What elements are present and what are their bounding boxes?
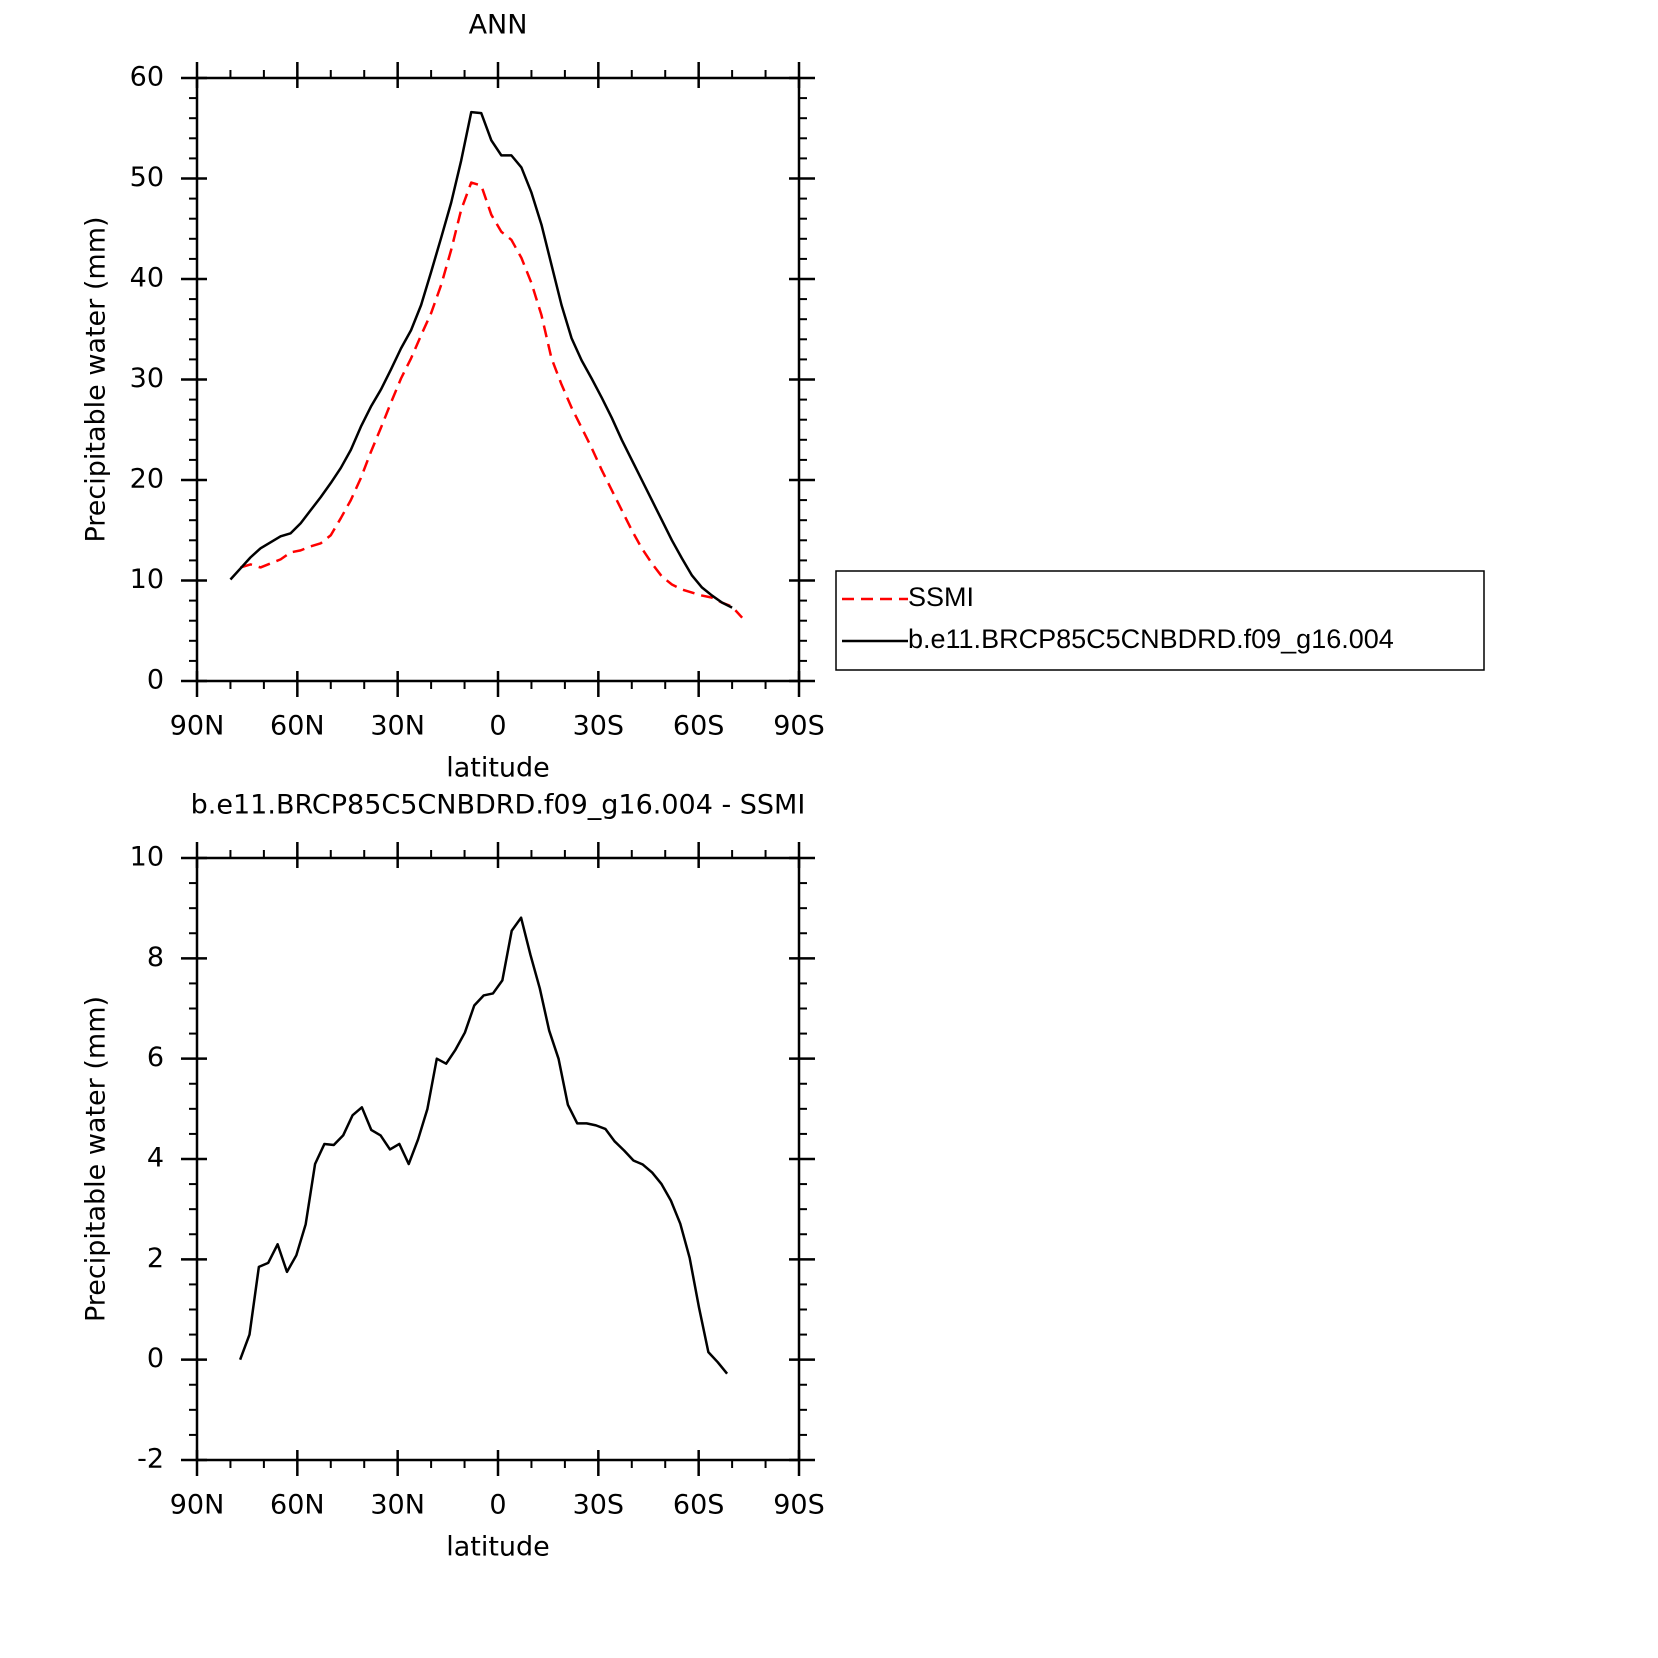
chart-title: b.e11.BRCP85C5CNBDRD.f09_g16.004 - SSMI xyxy=(191,790,806,821)
x-tick-label: 60N xyxy=(270,711,325,742)
legend-label: SSMI xyxy=(908,582,974,612)
x-tick-label: 30N xyxy=(370,1490,425,1521)
chart-title: ANN xyxy=(469,10,528,41)
x-tick-label: 90N xyxy=(170,711,225,742)
x-tick-label: 60N xyxy=(270,1490,325,1521)
y-tick-label: 2 xyxy=(147,1243,164,1274)
legend-box xyxy=(835,570,1485,671)
y-axis-label: Precipitable water (mm) xyxy=(81,216,112,542)
y-tick-label: 10 xyxy=(130,842,164,873)
x-tick-label: 0 xyxy=(489,1490,506,1521)
y-tick-label: 30 xyxy=(130,363,164,394)
x-tick-label: 60S xyxy=(673,1490,725,1521)
plot-frame xyxy=(195,76,801,683)
x-tick-label: 90S xyxy=(773,711,825,742)
y-tick-label: 10 xyxy=(130,564,164,595)
x-tick-label: 90S xyxy=(773,1490,825,1521)
x-axis-label: latitude xyxy=(446,1532,550,1563)
data-line xyxy=(238,916,729,1375)
data-line xyxy=(240,181,744,619)
y-tick-label: 4 xyxy=(147,1143,164,1174)
x-tick-label: 90N xyxy=(170,1490,225,1521)
y-tick-label: 0 xyxy=(147,665,164,696)
x-tick-label: 30S xyxy=(573,711,625,742)
y-tick-label: 60 xyxy=(130,62,164,93)
y-tick-label: 50 xyxy=(130,162,164,193)
y-tick-label: 8 xyxy=(147,942,164,973)
y-tick-label: 6 xyxy=(147,1042,164,1073)
y-tick-label: 40 xyxy=(130,263,164,294)
data-line xyxy=(229,110,733,609)
y-axis-label: Precipitable water (mm) xyxy=(81,996,112,1322)
x-tick-label: 60S xyxy=(673,711,725,742)
plot-frame xyxy=(195,856,801,1462)
x-tick-label: 30S xyxy=(573,1490,625,1521)
x-tick-label: 30N xyxy=(370,711,425,742)
y-tick-label: -2 xyxy=(137,1444,164,1475)
x-axis-label: latitude xyxy=(446,753,550,784)
y-tick-label: 20 xyxy=(130,464,164,495)
y-tick-label: 0 xyxy=(147,1343,164,1374)
legend-label: b.e11.BRCP85C5CNBDRD.f09_g16.004 xyxy=(908,624,1394,654)
x-tick-label: 0 xyxy=(489,711,506,742)
